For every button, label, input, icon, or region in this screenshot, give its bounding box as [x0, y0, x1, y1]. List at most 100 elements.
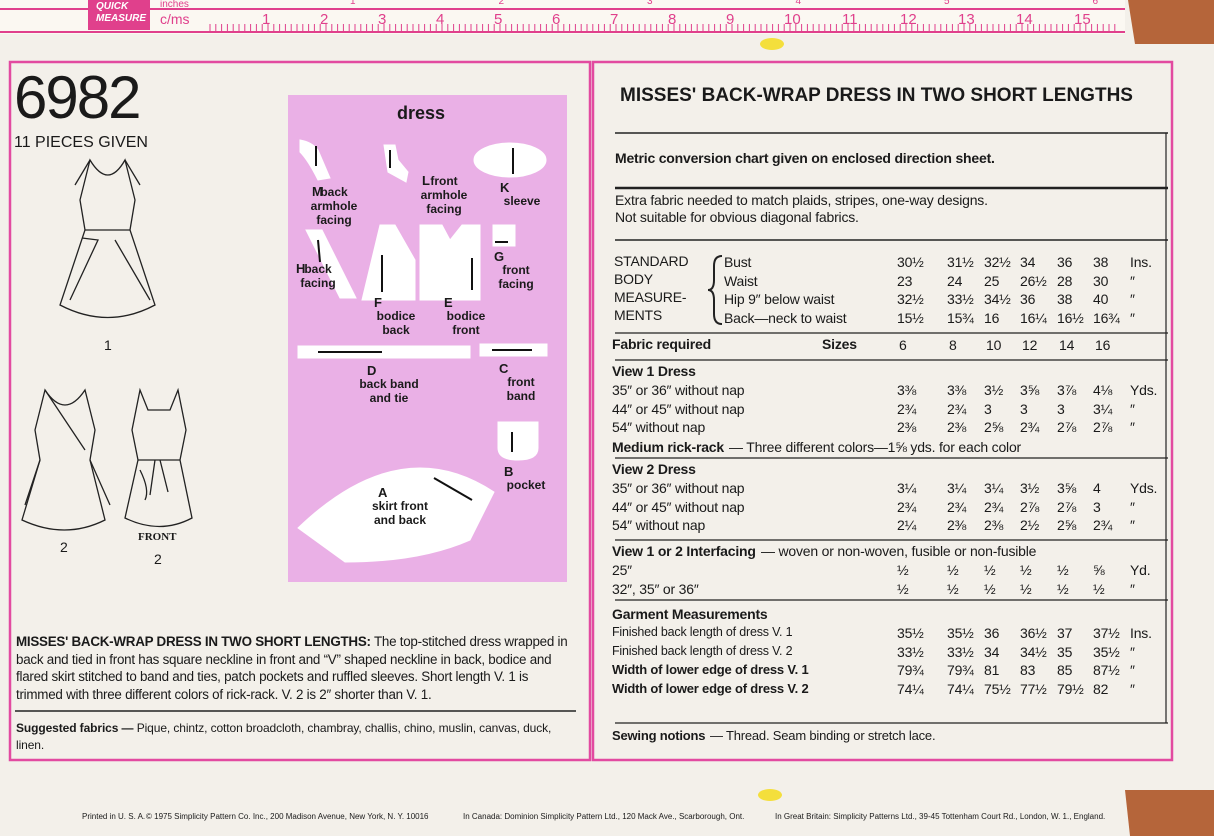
pieces-title: dress	[397, 103, 446, 123]
cell-value: 3	[1093, 498, 1101, 515]
piece-letter: C	[499, 361, 509, 376]
piece-label: back	[320, 185, 348, 199]
cell-value: ½	[1057, 580, 1069, 597]
piece-label: bodice	[376, 309, 416, 323]
cell-value: 36½	[1020, 625, 1047, 641]
cell-value: 2¾	[984, 498, 1004, 515]
cell-value: 33½	[897, 643, 924, 660]
ruler-cm: 6	[552, 11, 561, 28]
cell-value: 33½	[947, 643, 974, 660]
cell-value: 3¼	[1093, 400, 1113, 417]
note-lead: Medium rick-rack	[612, 438, 724, 455]
cell-value: 2⅜	[947, 517, 967, 533]
right-border	[591, 60, 1174, 762]
ruler-cm: 1	[262, 11, 271, 28]
piece-letter: G	[494, 249, 505, 264]
unit: ″	[1130, 291, 1135, 307]
size: 12	[1022, 337, 1038, 353]
piece-letter: L	[422, 173, 430, 188]
piece-letter: M	[312, 184, 323, 199]
ruler	[0, 0, 1125, 34]
cell-value: 81	[984, 662, 1000, 678]
ruler-inch: 6	[1092, 0, 1099, 7]
body-heading: MEASURE-	[614, 289, 687, 305]
piece-shape	[297, 467, 495, 563]
piece-label: skirt front	[371, 499, 429, 513]
note-text: — Three different colors—1⅝ yds. for eac…	[729, 438, 1022, 455]
cell-value: 3⅞	[1057, 382, 1077, 398]
metric-note: Metric conversion chart given on enclose…	[615, 150, 995, 166]
footer-text: In Canada: Dominion Simplicity Pattern L…	[463, 812, 745, 821]
piece-label: back band	[359, 377, 419, 391]
cell-value: 16¾	[1093, 309, 1120, 326]
ruler-inch: 1	[350, 0, 356, 7]
cell-value: 2¾	[947, 400, 967, 417]
ruler-cm: 7	[610, 11, 619, 28]
cell-value: 35½	[947, 625, 974, 641]
unit: ″	[1130, 498, 1135, 515]
cell-value: 3½	[1020, 480, 1040, 496]
view-label: 1	[104, 337, 112, 353]
brace	[707, 255, 723, 325]
piece-shape	[473, 142, 547, 178]
cell-value: 3⅝	[1057, 480, 1077, 496]
cell-value: 16½	[1057, 309, 1084, 326]
piece-letter: D	[367, 363, 377, 378]
cell-value: 77½	[1020, 680, 1047, 697]
cell-value: 35½	[1093, 643, 1120, 660]
cell-value: 2⅜	[947, 419, 967, 435]
piece-letter: E	[444, 295, 453, 310]
fabric-heading: Fabric required	[612, 336, 711, 352]
piece-label: front	[430, 174, 458, 188]
piece-shape	[419, 224, 481, 301]
cell-value: 30½	[897, 254, 924, 270]
dress-sketch-detail	[69, 159, 151, 301]
unit: ″	[1130, 419, 1135, 435]
cell-value: 75½	[984, 680, 1011, 697]
cell-value: 2¾	[1020, 419, 1040, 435]
piece-letter: H	[296, 261, 306, 276]
cell-value: 83	[1020, 662, 1036, 678]
cell-value: ½	[1020, 562, 1032, 578]
ruler-cm: 12	[900, 11, 917, 28]
view-label: 2	[154, 551, 162, 567]
cell-value: 2¼	[897, 517, 917, 533]
ruler-inch: 2	[498, 0, 505, 7]
pattern-number: 6982	[14, 64, 141, 131]
notch	[760, 38, 784, 50]
arrow	[317, 239, 321, 263]
cell-value: 74¼	[947, 680, 974, 697]
cell-value: ½	[897, 580, 909, 597]
cell-value: 4⅛	[1093, 382, 1113, 398]
size: 14	[1059, 337, 1075, 353]
dress-sketch-detail	[138, 459, 180, 501]
piece-label: sleeve	[503, 194, 541, 208]
cell-value: 3⅝	[1020, 382, 1040, 398]
cell-value: ½	[1020, 580, 1032, 597]
cell-value: 28	[1057, 272, 1073, 289]
unit: Yds.	[1130, 480, 1158, 496]
piece-letter: A	[378, 485, 388, 500]
ruler-brand: MEASURE	[96, 13, 147, 24]
dress-sketch	[21, 388, 106, 531]
fabrics-lead: Suggested fabrics —	[16, 721, 134, 735]
row-label: 44″ or 45″ without nap	[612, 498, 745, 515]
row-label: 35″ or 36″ without nap	[612, 480, 745, 496]
piece-label: armhole	[420, 188, 468, 202]
piece-shape	[497, 421, 539, 461]
unit: ″	[1130, 680, 1135, 697]
row-label: Back—neck to waist	[724, 309, 847, 326]
cell-value: 3⅜	[897, 382, 917, 398]
notch	[758, 789, 782, 801]
cell-value: 2⅞	[1057, 498, 1077, 515]
cell-value: 35	[1057, 643, 1073, 660]
cell-value: 36	[984, 625, 1000, 641]
piece-shape	[492, 224, 516, 247]
footer-text: In Great Britain: Simplicity Patterns Lt…	[775, 812, 1106, 821]
cell-value: 2⅝	[984, 419, 1004, 435]
cell-value: 3⅜	[947, 382, 967, 398]
footer-text: © 1975 Simplicity Pattern Co. Inc., 200 …	[146, 812, 429, 821]
ruler-inch: 5	[944, 0, 950, 7]
cell-value: 74¼	[897, 680, 924, 697]
cell-value: 38	[1093, 254, 1109, 270]
